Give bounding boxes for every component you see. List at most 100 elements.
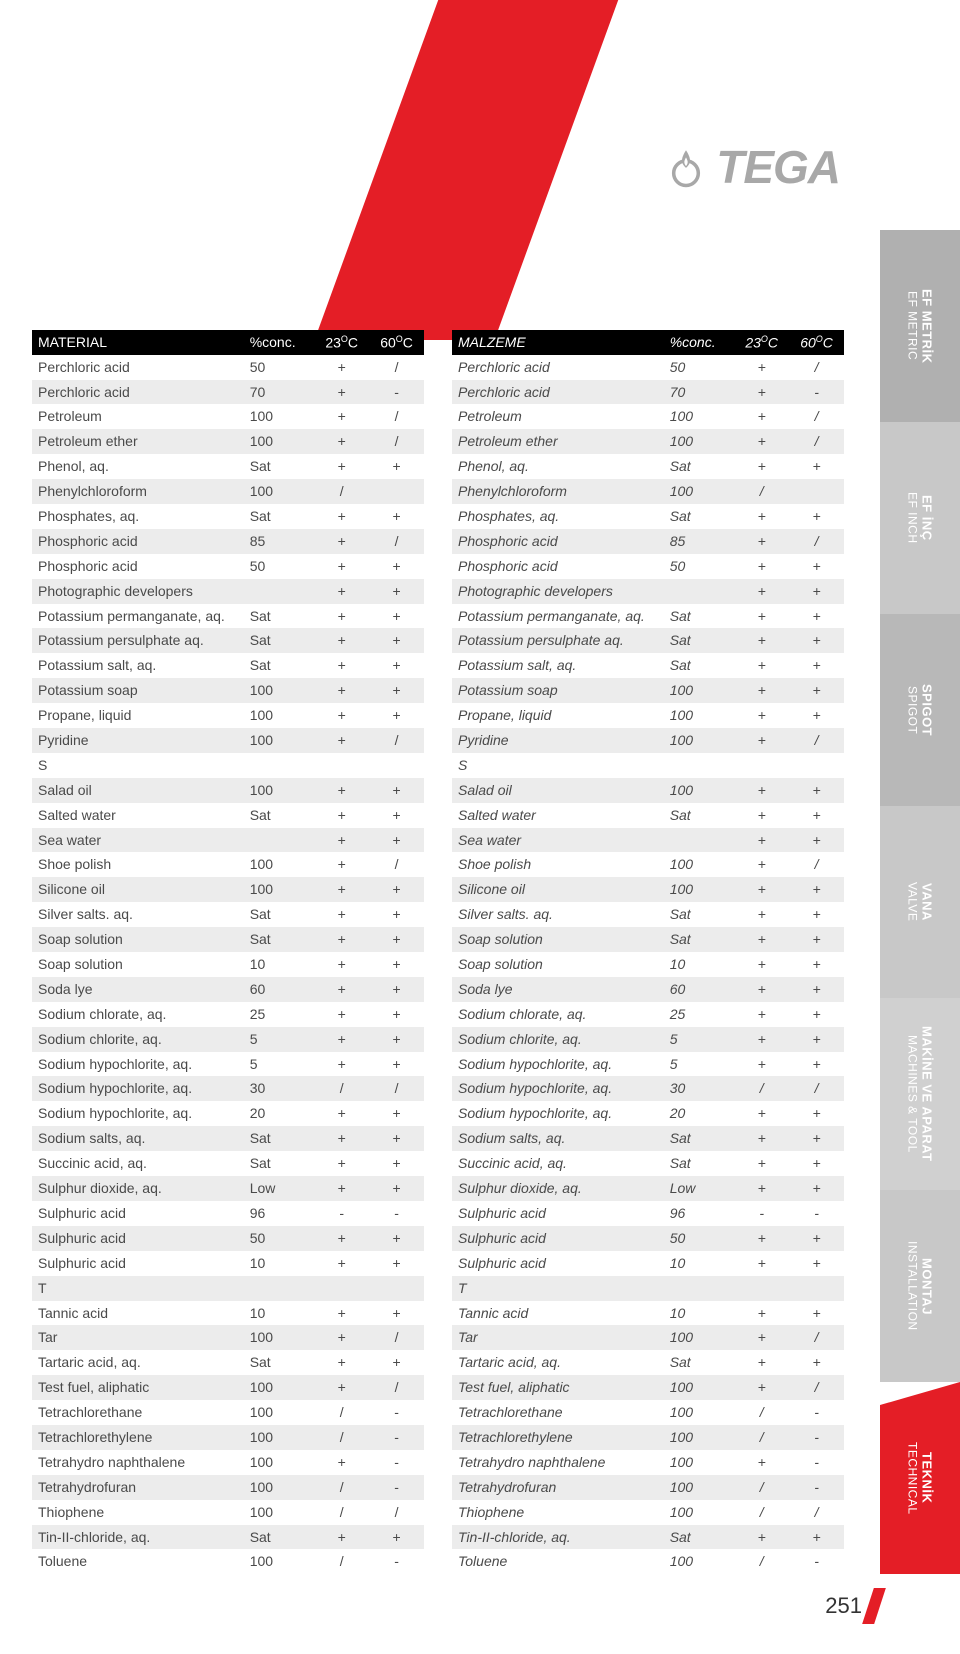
table-cell: Sulphuric acid (452, 1226, 664, 1251)
side-tab[interactable]: MAKİNE VE APARATMACHINES & TOOL (880, 998, 960, 1190)
table-cell: + (314, 678, 369, 703)
side-tabs: EF METRİKEF METRICEF İNÇEF INCHSPIGOTSPI… (880, 230, 960, 1574)
table-cell: 100 (664, 852, 735, 877)
table-cell: Phosphates, aq. (452, 504, 664, 529)
table-cell: - (369, 380, 424, 405)
col-60c: 60OC (789, 330, 844, 355)
table-row: Phenylchloroform100/ (32, 479, 424, 504)
table-cell: + (734, 355, 789, 380)
table-row: Tetrachlorethylene100/- (452, 1425, 844, 1450)
table-cell: 100 (664, 1450, 735, 1475)
table-row: Tetrahydrofuran100/- (452, 1475, 844, 1500)
col-23c: 23OC (314, 330, 369, 355)
table-row: Soda lye60++ (452, 977, 844, 1002)
table-cell: + (734, 728, 789, 753)
col-23c: 23OC (734, 330, 789, 355)
table-cell: 100 (244, 479, 315, 504)
tab-label-secondary: EF METRIC (906, 289, 920, 364)
table-cell: Potassium soap (32, 678, 244, 703)
table-cell: / (369, 728, 424, 753)
brand-logo: TEGA (664, 140, 840, 194)
table-cell: 20 (244, 1101, 315, 1126)
table-cell: + (734, 404, 789, 429)
table-row: Shoe polish100+/ (32, 852, 424, 877)
table-cell: Silver salts. aq. (452, 902, 664, 927)
table-cell: + (734, 1450, 789, 1475)
table-cell: + (734, 1126, 789, 1151)
table-row: Tannic acid10++ (32, 1301, 424, 1326)
side-tab[interactable]: SPIGOTSPIGOT (880, 614, 960, 806)
table-cell: / (314, 1076, 369, 1101)
table-cell: Sodium hypochlorite, aq. (32, 1052, 244, 1077)
table-cell: + (789, 628, 844, 653)
table-cell: + (734, 877, 789, 902)
table-cell: 100 (664, 429, 735, 454)
table-cell: + (369, 1226, 424, 1251)
table-cell: + (734, 380, 789, 405)
table-cell: + (789, 1176, 844, 1201)
table-cell: + (369, 579, 424, 604)
table-cell: + (734, 977, 789, 1002)
table-cell: - (789, 1425, 844, 1450)
table-cell: - (369, 1425, 424, 1450)
table-cell: Sat (664, 653, 735, 678)
side-tab[interactable]: TEKNİKTECHNICAL (880, 1382, 960, 1574)
table-cell: Tar (452, 1325, 664, 1350)
table-cell: Sulphuric acid (452, 1201, 664, 1226)
table-cell: 100 (664, 778, 735, 803)
table-row: Tetrahydro naphthalene100+- (32, 1450, 424, 1475)
table-cell: Propane, liquid (32, 703, 244, 728)
table-row: S (32, 753, 424, 778)
side-tab[interactable]: VANAVALVE (880, 806, 960, 998)
table-cell: + (314, 1101, 369, 1126)
table-cell: / (314, 479, 369, 504)
table-cell: + (369, 504, 424, 529)
table-row: Sodium chlorite, aq.5++ (32, 1027, 424, 1052)
table-cell: + (314, 554, 369, 579)
table-cell: / (789, 355, 844, 380)
table-cell: 50 (244, 554, 315, 579)
table-row: Phenol, aq.Sat++ (32, 454, 424, 479)
table-cell: 70 (244, 380, 315, 405)
table-row: Toluene100/- (452, 1549, 844, 1574)
table-cell: + (789, 653, 844, 678)
table-cell: + (789, 1251, 844, 1276)
table-row: S (452, 753, 844, 778)
side-tab[interactable]: MONTAJINSTALLATION (880, 1190, 960, 1382)
table-cell: Sodium hypochlorite, aq. (452, 1076, 664, 1101)
table-row: Soda lye60++ (32, 977, 424, 1002)
table-row: Tetrachlorethylene100/- (32, 1425, 424, 1450)
table-cell: Tetrachlorethane (452, 1400, 664, 1425)
table-cell: + (734, 952, 789, 977)
table-cell: 25 (664, 1002, 735, 1027)
table-cell: + (789, 454, 844, 479)
table-cell: + (314, 1525, 369, 1550)
table-cell: + (734, 828, 789, 853)
table-cell: 100 (664, 1425, 735, 1450)
table-row: Sea water++ (32, 828, 424, 853)
table-cell: / (369, 1325, 424, 1350)
table-cell: Low (244, 1176, 315, 1201)
table-row: Petroleum ether100+/ (452, 429, 844, 454)
table-cell: 5 (664, 1027, 735, 1052)
table-cell: + (314, 380, 369, 405)
material-table-right: MALZEME %conc. 23OC 60OC Perchloric acid… (452, 330, 844, 1574)
side-tab[interactable]: EF METRİKEF METRIC (880, 230, 960, 422)
table-cell: Sea water (452, 828, 664, 853)
table-cell: Perchloric acid (32, 355, 244, 380)
table-cell: + (789, 1052, 844, 1077)
table-cell: Thiophene (32, 1500, 244, 1525)
table-row: Petroleum100+/ (32, 404, 424, 429)
table-cell: + (314, 828, 369, 853)
table-cell: Sulphur dioxide, aq. (452, 1176, 664, 1201)
table-cell: - (369, 1450, 424, 1475)
table-cell: 100 (664, 728, 735, 753)
table-cell: + (314, 1251, 369, 1276)
table-cell: Phosphoric acid (32, 554, 244, 579)
table-cell: / (369, 529, 424, 554)
table-cell: + (369, 1126, 424, 1151)
table-cell (734, 1276, 789, 1301)
side-tab[interactable]: EF İNÇEF INCH (880, 422, 960, 614)
table-cell: + (369, 703, 424, 728)
table-cell: Sodium chlorate, aq. (452, 1002, 664, 1027)
